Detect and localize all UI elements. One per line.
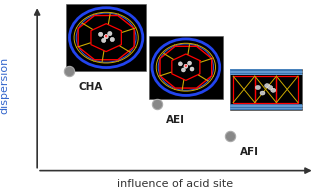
- Ellipse shape: [108, 31, 112, 36]
- Point: [154, 103, 159, 106]
- Text: CHA: CHA: [78, 82, 103, 92]
- Ellipse shape: [255, 85, 260, 90]
- Ellipse shape: [268, 85, 273, 90]
- Ellipse shape: [190, 67, 194, 71]
- Point: [67, 69, 72, 72]
- Text: AFI: AFI: [240, 147, 258, 157]
- Ellipse shape: [104, 35, 108, 39]
- Bar: [149, 36, 223, 99]
- Ellipse shape: [101, 38, 106, 43]
- Ellipse shape: [271, 88, 276, 92]
- Text: influence of acid site: influence of acid site: [117, 179, 233, 189]
- Bar: [66, 4, 146, 71]
- Bar: [230, 69, 302, 110]
- Bar: [230, 69, 302, 75]
- Ellipse shape: [110, 37, 114, 42]
- Text: dispersion: dispersion: [0, 57, 10, 114]
- Bar: [233, 76, 255, 103]
- Ellipse shape: [178, 62, 182, 66]
- Ellipse shape: [260, 91, 265, 95]
- Point: [228, 134, 233, 137]
- Text: AEI: AEI: [166, 115, 185, 125]
- Bar: [255, 76, 276, 103]
- Ellipse shape: [184, 64, 187, 67]
- Bar: [230, 104, 302, 110]
- Ellipse shape: [184, 64, 188, 68]
- Ellipse shape: [105, 35, 108, 38]
- Ellipse shape: [188, 61, 192, 65]
- Ellipse shape: [265, 84, 270, 88]
- Ellipse shape: [99, 32, 103, 36]
- Ellipse shape: [182, 68, 185, 72]
- Bar: [276, 76, 298, 103]
